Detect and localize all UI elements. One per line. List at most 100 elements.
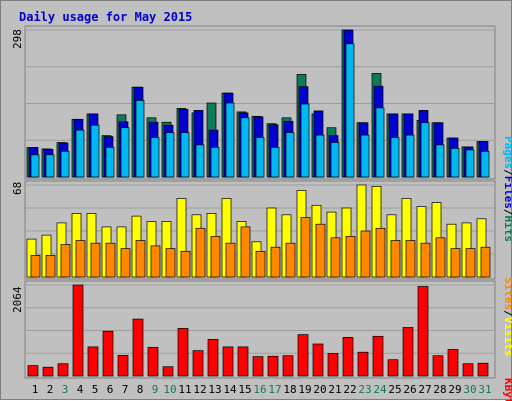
bar-kbytes <box>312 343 324 377</box>
bar-kbytes <box>237 346 249 377</box>
bar-kbytes <box>192 350 204 377</box>
bar-pages <box>450 148 460 178</box>
bar-kbytes <box>222 346 234 377</box>
bar-sites <box>90 242 101 278</box>
legend-visits: Visits <box>502 317 512 357</box>
bar-kbytes <box>57 363 69 377</box>
y-tick-middle: 68 <box>11 182 24 195</box>
legend-files: Files <box>502 176 512 209</box>
bar-pages <box>390 137 400 178</box>
y-tick-top: 298 <box>11 29 24 49</box>
chart-title: Daily usage for May 2015 <box>19 10 192 24</box>
day-label: 9 <box>152 383 159 396</box>
legend-top: Pages/Files/Hits <box>502 136 512 242</box>
bar-pages <box>195 144 205 178</box>
day-label: 17 <box>268 383 281 396</box>
legend-hits: Hits <box>502 216 512 243</box>
bar-pages <box>255 137 265 178</box>
bar-kbytes <box>417 286 429 377</box>
bar-pages <box>270 147 280 178</box>
bar-kbytes <box>162 366 174 377</box>
bar-pages <box>30 154 40 178</box>
bar-sites <box>75 240 86 278</box>
legend-pages: Pages <box>502 136 512 169</box>
bar-kbytes <box>267 355 279 377</box>
bar-kbytes <box>342 337 354 377</box>
legend-sep-3: / <box>502 310 512 317</box>
bar-sites <box>270 246 281 278</box>
bar-sites <box>105 242 116 278</box>
day-label: 15 <box>238 383 251 396</box>
bar-pages <box>300 103 310 178</box>
bar-kbytes <box>297 334 309 377</box>
bar-pages <box>435 144 445 178</box>
bar-pages <box>360 134 370 178</box>
bar-pages <box>150 137 160 178</box>
bar-kbytes <box>27 365 39 377</box>
legend-middle: Sites/Visits <box>502 277 512 357</box>
y-tick-bottom: 2064 <box>11 286 24 313</box>
bar-pages <box>75 129 85 178</box>
bar-pages <box>165 132 175 178</box>
bar-sites <box>210 236 221 278</box>
day-labels: 1 2 3 4 5 6 7 8 9 10 11 12 13 14 15 16 17 18 19 20 21 22 23 24 2… <box>32 383 492 396</box>
day-label: 18 <box>283 383 296 396</box>
bar-sites <box>405 240 416 278</box>
bar-sites <box>135 240 146 278</box>
bar-kbytes <box>117 354 129 377</box>
bar-kbytes <box>42 366 54 377</box>
bar-sites <box>195 227 206 278</box>
bar-kbytes <box>282 355 294 377</box>
day-label: 14 <box>223 383 237 396</box>
day-label: 25 <box>388 383 401 396</box>
bar-pages <box>225 102 235 178</box>
bar-kbytes <box>387 359 399 377</box>
bar-pages <box>180 132 190 178</box>
bar-pages <box>315 134 325 178</box>
bar-sites <box>285 242 296 278</box>
bar-pages <box>420 122 430 178</box>
bar-pages <box>375 107 385 178</box>
bar-pages <box>45 154 55 178</box>
bar-kbytes <box>372 335 384 377</box>
day-label: 27 <box>418 383 431 396</box>
bar-sites <box>435 237 446 278</box>
day-label: 8 <box>137 383 144 396</box>
legend-sep-2: / <box>502 209 512 216</box>
bar-sites <box>450 248 461 278</box>
day-label: 5 <box>92 383 99 396</box>
bar-sites <box>120 248 131 278</box>
bar-sites <box>60 244 71 278</box>
bar-kbytes <box>87 346 99 377</box>
bar-sites <box>315 223 326 278</box>
bar-sites <box>480 246 491 278</box>
bar-pages <box>90 124 100 178</box>
bar-kbytes <box>102 330 114 377</box>
day-label: 7 <box>122 383 129 396</box>
day-label: 31 <box>478 383 491 396</box>
bar-sites <box>390 240 401 278</box>
bar-kbytes <box>72 284 84 377</box>
day-label: 28 <box>433 383 446 396</box>
bar-kbytes <box>207 339 219 377</box>
day-label: 11 <box>178 383 191 396</box>
bar-pages <box>330 142 340 178</box>
bar-kbytes <box>252 356 264 377</box>
bar-kbytes <box>462 363 474 377</box>
bar-pages <box>135 100 145 178</box>
bars-layer <box>26 29 491 377</box>
bar-sites <box>345 236 356 278</box>
bar-sites <box>180 250 191 278</box>
legend-sites: Sites <box>502 277 512 310</box>
legend-kbytes: KBytes <box>502 378 512 401</box>
bar-sites <box>30 255 41 278</box>
bar-sites <box>225 242 236 278</box>
day-label: 16 <box>253 383 266 396</box>
bar-sites <box>420 242 431 278</box>
bar-sites <box>255 250 266 278</box>
day-label: 4 <box>77 383 84 396</box>
bar-kbytes <box>402 327 414 377</box>
day-label: 1 <box>32 383 39 396</box>
